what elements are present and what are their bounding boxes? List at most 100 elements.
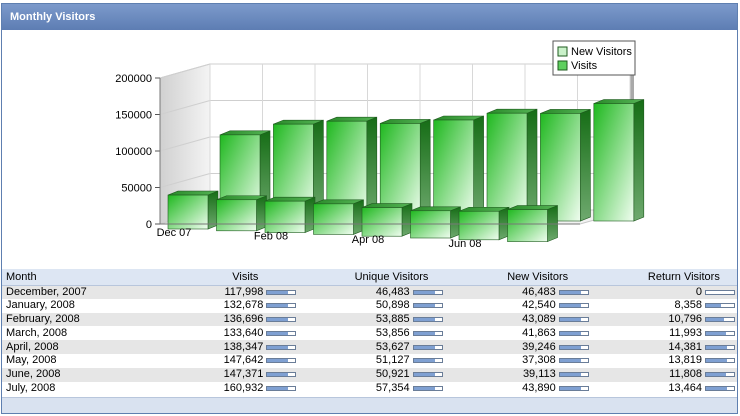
cell-month: July, 2008: [6, 381, 56, 394]
bar-visits-side: [633, 99, 645, 222]
mini-bar: [705, 372, 735, 378]
chart-svg: 0 50000 100000 150000 200000 Dec 07 Feb 08 Apr …: [115, 40, 645, 250]
mini-bar: [266, 372, 297, 378]
cell-value-return: 13,819: [668, 354, 702, 367]
x-tick-label: Feb 08: [254, 231, 288, 243]
column-header-unique-visitors[interactable]: Unique Visitors: [298, 269, 445, 286]
mini-bar-fill: [267, 304, 289, 308]
mini-bar-fill: [559, 386, 581, 390]
y-tick-label: 50000: [121, 183, 152, 195]
cell-value-return: 11,808: [669, 368, 702, 381]
mini-bar: [266, 303, 297, 309]
mini-bar: [412, 316, 443, 322]
mini-bar: [705, 316, 735, 322]
cell-value-unique: 46,483: [375, 285, 410, 298]
bar-new-visitors: [507, 205, 558, 243]
bar-visits-front: [433, 119, 474, 222]
column-header-visits[interactable]: Visits: [152, 269, 299, 286]
cell-month: April, 2008: [2, 340, 153, 354]
mini-bar-fill: [706, 386, 727, 390]
chart-legend: New Visitors Visits: [552, 40, 636, 76]
table-row: December, 2007 117,998 46,483 46,483 0: [2, 285, 737, 299]
bar-visits: [540, 108, 591, 222]
mini-bar-fill: [413, 331, 435, 335]
mini-bar: [558, 344, 589, 350]
cell-return: 13,464: [591, 382, 737, 396]
cell-return: 0: [590, 285, 737, 299]
mini-bar-fill: [706, 304, 722, 308]
cell-new: 37,308: [445, 354, 591, 368]
cell-value-new: 37,308: [522, 354, 556, 367]
cell-value-new: 41,863: [522, 326, 556, 339]
y-tick-label: 150000: [115, 110, 152, 122]
bar-new-visitors: [458, 206, 510, 241]
mini-bar-fill: [267, 345, 289, 349]
mini-bar-fill: [413, 359, 435, 363]
mini-bar-fill: [267, 386, 289, 390]
mini-bar-fill: [559, 290, 581, 294]
legend-swatch: [557, 60, 568, 71]
cell-unique: 57,354: [298, 382, 444, 396]
cell-return: 11,808: [590, 367, 737, 382]
mini-bar: [412, 303, 443, 309]
mini-bar: [412, 344, 443, 350]
mini-bar-fill: [413, 317, 435, 321]
legend-swatch: [557, 46, 568, 57]
cell-unique: 53,885: [298, 312, 445, 327]
cell-value-visits: 147,371: [223, 368, 264, 381]
mini-bar: [558, 330, 589, 336]
mini-bar: [705, 358, 735, 364]
visitors-chart: 0 50000 100000 150000 200000 Dec 07 Feb 08 Apr …: [2, 31, 737, 267]
table-header-row: Month Visits Unique Visitors New Visitor…: [2, 269, 737, 286]
panel-footer: [2, 397, 737, 413]
mini-bar: [412, 372, 443, 378]
cell-value-visits: 147,642: [223, 354, 264, 367]
bar-new-visitors-front: [216, 199, 257, 232]
cell-value-unique: 53,627: [375, 340, 410, 353]
mini-bar-fill: [267, 290, 289, 294]
cell-value-new: 46,483: [522, 285, 556, 298]
cell-visits: 136,696: [152, 312, 299, 327]
y-tick-label: 0: [146, 219, 152, 231]
cell-value-new: 39,113: [522, 368, 556, 381]
mini-bar-fill: [267, 373, 289, 377]
bar-new-visitors: [410, 206, 461, 239]
mini-bar-fill: [706, 345, 727, 349]
bar-visits-front: [540, 113, 581, 222]
bar-new-visitors-front: [167, 194, 209, 230]
column-header-new-visitors[interactable]: New Visitors: [444, 269, 591, 286]
y-tick-label: 200000: [115, 73, 152, 85]
cell-value-new: 43,890: [522, 381, 556, 394]
cell-new: 39,113: [444, 367, 591, 382]
mini-bar-fill: [267, 331, 289, 335]
mini-bar-fill: [413, 290, 435, 294]
cell-value-visits: 117,998: [224, 285, 264, 298]
cell-unique: 53,627: [298, 340, 445, 354]
bar-visits-front: [486, 112, 528, 222]
bar-visits-side: [473, 115, 484, 222]
cell-month: June, 2008: [2, 367, 153, 382]
cell-value-unique: 53,885: [375, 312, 410, 325]
cell-visits: 133,640: [152, 326, 298, 340]
cell-value-unique: 50,898: [375, 299, 410, 312]
mini-bar: [412, 358, 443, 364]
chart-gridline-side: [159, 136, 211, 152]
cell-value-new: 43,089: [522, 312, 556, 325]
mini-bar: [412, 385, 443, 391]
mini-bar-fill: [706, 331, 726, 335]
cell-month: March, 2008: [6, 326, 68, 339]
column-header-month[interactable]: Month: [2, 269, 153, 286]
mini-bar: [705, 289, 735, 295]
bar-new-visitors: [264, 196, 316, 234]
mini-bar-fill: [706, 317, 725, 321]
bar-new-visitors-front: [361, 207, 403, 237]
cell-unique: 51,127: [298, 354, 444, 368]
table-row: May, 2008 147,642 51,127 37,308 13,819: [2, 354, 737, 368]
mini-bar-fill: [413, 345, 435, 349]
column-header-return-visitors[interactable]: Return Visitors: [590, 269, 737, 286]
mini-bar-fill: [559, 373, 581, 377]
bar-visits: [433, 115, 484, 222]
mini-bar: [558, 289, 589, 295]
cell-value-visits: 160,932: [223, 381, 264, 394]
chart-bars: [167, 99, 645, 243]
